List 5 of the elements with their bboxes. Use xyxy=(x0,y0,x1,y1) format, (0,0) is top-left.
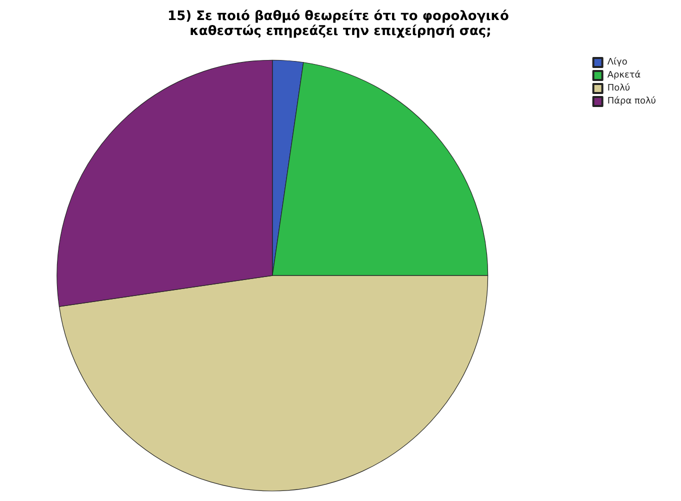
legend-label: Λίγο xyxy=(607,56,628,68)
legend-label: Πολύ xyxy=(607,82,630,94)
legend-label: Αρκετά xyxy=(607,70,641,80)
chart-title: 15) Σε ποιό βαθμό θεωρείτε ότι το φορολογικό καθεστώς επηρεάζει την επιχείρησή σας; xyxy=(168,9,514,39)
legend-label: Πάρα πολύ xyxy=(607,96,656,106)
